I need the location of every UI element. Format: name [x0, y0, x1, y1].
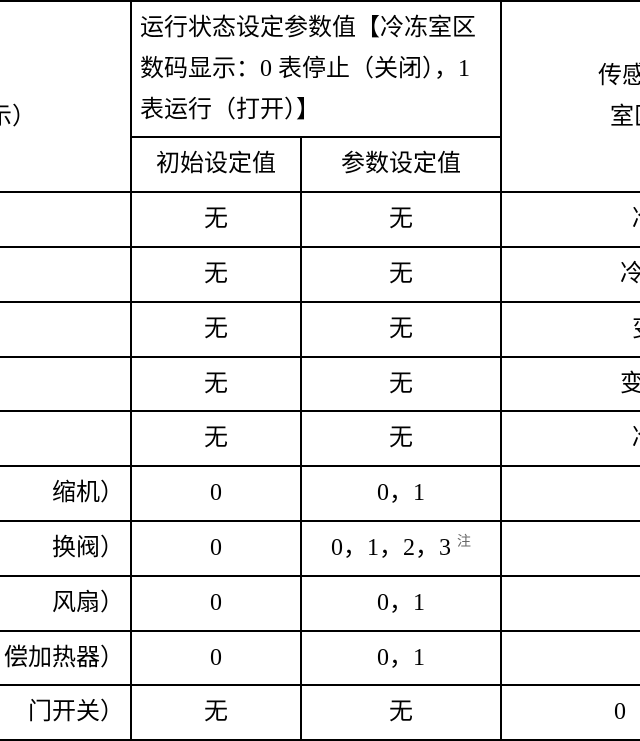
cell-item — [0, 357, 131, 412]
table-row: 无无变温 — [0, 302, 640, 357]
cell-param: 0，1 — [301, 576, 501, 631]
cell-item — [0, 302, 131, 357]
cell-sensor: 冷藏室 — [501, 247, 640, 302]
cell-sensor: 冷冻 — [501, 411, 640, 466]
cell-sensor — [501, 631, 640, 686]
table-row: 换阀）00，1，2，3 注 — [0, 521, 640, 576]
cell-item: 风扇） — [0, 576, 131, 631]
cell-param: 0，1 — [301, 631, 501, 686]
cell-item — [0, 411, 131, 466]
table-header-row-1: 定项目数码显示） 运行状态设定参数值【冷冻室区数码显示：0 表停止（关闭），1 … — [0, 1, 640, 137]
cell-param: 0，1 — [301, 466, 501, 521]
cell-param: 0，1，2，3 注 — [301, 521, 501, 576]
cell-initial: 0 — [131, 466, 301, 521]
table-row: 无无变温蒸 — [0, 357, 640, 412]
cell-item: 偿加热器） — [0, 631, 131, 686]
col-header-param: 参数设定值 — [301, 137, 501, 192]
cell-sensor — [501, 466, 640, 521]
cell-initial: 无 — [131, 411, 301, 466]
cell-initial: 无 — [131, 192, 301, 247]
table-row: 风扇）00，1 — [0, 576, 640, 631]
cell-item: 换阀） — [0, 521, 131, 576]
cell-sensor: 0（显示 — [501, 685, 640, 740]
cell-item — [0, 247, 131, 302]
cell-item — [0, 192, 131, 247]
col-header-sensor: 传感器温度室区数码 — [501, 1, 640, 192]
table-row: 无无冷藏 — [0, 192, 640, 247]
parameter-table: 定项目数码显示） 运行状态设定参数值【冷冻室区数码显示：0 表停止（关闭），1 … — [0, 0, 640, 741]
cell-sensor: 冷藏 — [501, 192, 640, 247]
cell-sensor: 变温蒸 — [501, 357, 640, 412]
cell-initial: 无 — [131, 302, 301, 357]
cell-initial: 无 — [131, 357, 301, 412]
cell-initial: 0 — [131, 631, 301, 686]
col-header-runstate: 运行状态设定参数值【冷冻室区数码显示：0 表停止（关闭），1 表运行（打开）】 — [131, 1, 501, 137]
table-row: 门开关）无无0（显示 — [0, 685, 640, 740]
table-row: 偿加热器）00，1 — [0, 631, 640, 686]
table-row: 无无冷冻 — [0, 411, 640, 466]
cell-param: 无 — [301, 357, 501, 412]
table-row: 无无冷藏室 — [0, 247, 640, 302]
cell-param: 无 — [301, 247, 501, 302]
cell-sensor: 变温 — [501, 302, 640, 357]
cell-param: 无 — [301, 411, 501, 466]
cell-initial: 无 — [131, 685, 301, 740]
cell-initial: 0 — [131, 576, 301, 631]
cell-item: 缩机） — [0, 466, 131, 521]
cell-initial: 无 — [131, 247, 301, 302]
cell-param: 无 — [301, 685, 501, 740]
cell-item: 门开关） — [0, 685, 131, 740]
cell-initial: 0 — [131, 521, 301, 576]
cell-sensor — [501, 521, 640, 576]
cell-sensor — [501, 576, 640, 631]
cell-param: 无 — [301, 302, 501, 357]
col-header-item: 定项目数码显示） — [0, 1, 131, 192]
col-header-initial: 初始设定值 — [131, 137, 301, 192]
cell-param: 无 — [301, 192, 501, 247]
table-row: 缩机）00，1 — [0, 466, 640, 521]
